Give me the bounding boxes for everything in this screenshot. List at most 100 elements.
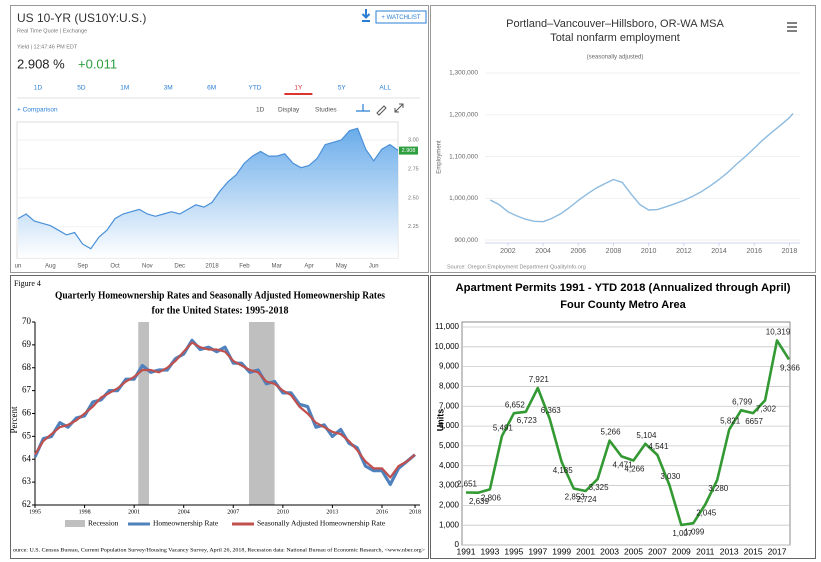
toolbar-item[interactable]: Studies (315, 107, 337, 114)
source: Source: Oregon Employment Department·Qua… (447, 264, 586, 270)
x-tick-label: 2018 (409, 509, 421, 515)
area-fill (18, 128, 398, 258)
range-button[interactable]: 6M (207, 85, 216, 92)
chart-title: Portland–Vancouver–Hillsboro, OR-WA MSA (506, 18, 724, 30)
x-tick-label: 2010 (641, 248, 657, 255)
y-tick-label: 900,000 (455, 237, 479, 244)
x-tick-label: Sep (77, 264, 88, 270)
toolbar-item[interactable]: Display (278, 107, 300, 114)
draw-icon (376, 105, 387, 116)
data-label: 5,821 (720, 417, 741, 426)
y-tick-label: 65 (22, 430, 32, 440)
data-label: 2,724 (577, 495, 598, 504)
data-label: 10,319 (766, 328, 791, 337)
data-label: 4,541 (648, 442, 669, 451)
range-button[interactable]: 5Y (338, 85, 347, 92)
x-tick-label: 2018 (205, 264, 219, 270)
x-tick-label: 2004 (178, 509, 190, 515)
crosshair-icon (356, 104, 370, 112)
instrument-title: US 10-YR (US10Y:U.S.) (17, 11, 146, 25)
last-value-label: 2.908 (402, 148, 416, 154)
y-tick-label: 67 (22, 385, 32, 395)
data-label: 9,366 (780, 363, 801, 372)
x-tick-label: 2017 (768, 546, 787, 556)
range-button[interactable]: 3M (164, 85, 173, 92)
data-label: 6657 (745, 417, 763, 426)
range-button[interactable]: 1M (120, 85, 129, 92)
last-price: 2.908 % (17, 56, 65, 71)
series-line (465, 339, 791, 527)
legend-label: Seasonally Adjusted Homeownership Rate (257, 519, 386, 528)
range-button[interactable]: 5D (77, 85, 86, 92)
download-icon[interactable] (361, 9, 371, 22)
x-tick-label: Feb (239, 264, 250, 270)
chart-title: Apartment Permits 1991 - YTD 2018 (Annua… (456, 282, 791, 294)
x-tick-label: 1998 (79, 509, 91, 515)
x-tick-label: 1991 (457, 546, 476, 556)
plot-frame (461, 321, 791, 546)
range-button[interactable]: 1D (34, 85, 43, 92)
y-tick-label: 1,100,000 (449, 153, 478, 160)
x-tick-label: 2015 (744, 546, 763, 556)
chart-tools[interactable] (356, 103, 404, 116)
x-tick-label: 2011 (696, 546, 715, 556)
x-tick-label: 2007 (227, 509, 239, 515)
range-button[interactable]: 1Y (294, 85, 303, 92)
menu-bars (787, 22, 797, 32)
data-label: 5,266 (601, 428, 622, 437)
toolbar-item[interactable]: 1D (256, 107, 265, 114)
x-tick-label: 2002 (500, 248, 516, 255)
data-label: 5,491 (493, 423, 514, 432)
legend-swatch (65, 520, 85, 527)
y-tick-label: 1,300,000 (449, 70, 478, 77)
y-tick-label: 9,000 (439, 362, 460, 371)
quote-source: Real Time Quote | Exchange (17, 28, 87, 34)
x-tick-label: 2013 (326, 509, 338, 515)
y-tick-label: 64 (22, 453, 32, 463)
data-label: 1,007 (672, 529, 693, 538)
x-tick-label: 1997 (528, 546, 547, 556)
y-tick-label: 69 (22, 339, 32, 349)
x-tick-label: 2010 (277, 509, 289, 515)
recession-band (248, 322, 275, 505)
y-tick-label: 2.50 (408, 195, 419, 201)
x-tick-label: 2013 (720, 546, 739, 556)
data-label: 6,652 (505, 400, 526, 409)
x-tick-label: May (336, 264, 347, 270)
last-value-marker (399, 146, 418, 155)
x-tick-label: 2006 (570, 248, 586, 255)
price-change: +0.011 (78, 56, 117, 71)
data-label: 3,280 (708, 484, 729, 493)
data-label: 2,639 (469, 497, 490, 506)
chart-subtitle: for the United States: 1995-2018 (151, 305, 288, 316)
x-tick-label: 2016 (376, 509, 388, 515)
x-tick-label: 2005 (624, 546, 643, 556)
data-label: 2,806 (481, 493, 502, 502)
y-tick-label: 4,000 (439, 461, 460, 470)
x-tick-label: Dec (174, 264, 185, 270)
y-tick-label: 70 (22, 316, 32, 326)
toolbar-item[interactable]: + Comparison (17, 107, 58, 114)
range-button[interactable]: YTD (249, 85, 262, 92)
y-tick-label: 1,200,000 (449, 112, 478, 119)
y-axis-label: Percent (9, 406, 19, 433)
figure-label: Figure 4 (14, 279, 41, 288)
y-tick-label: 2.75 (408, 166, 419, 172)
x-tick-label: Oct (110, 264, 120, 270)
watchlist-button[interactable] (375, 10, 427, 24)
chart-subtitle: Four County Metro Area (560, 299, 686, 311)
x-tick-label: 2018 (782, 248, 798, 255)
x-tick-label: 2007 (648, 546, 667, 556)
range-button[interactable]: ALL (379, 85, 391, 92)
series-line (17, 127, 399, 250)
x-tick-label: 1993 (480, 546, 499, 556)
y-tick-label: 2,000 (439, 500, 460, 509)
quote-time: Yield | 12:47:46 PM EDT (17, 44, 78, 50)
x-tick-label: 2003 (600, 546, 619, 556)
y-tick-label: 0 (455, 540, 460, 549)
menu-icon[interactable] (787, 22, 797, 32)
x-tick-label: Apr (304, 264, 313, 270)
y-tick-label: 62 (22, 499, 31, 509)
series-line (34, 341, 416, 479)
